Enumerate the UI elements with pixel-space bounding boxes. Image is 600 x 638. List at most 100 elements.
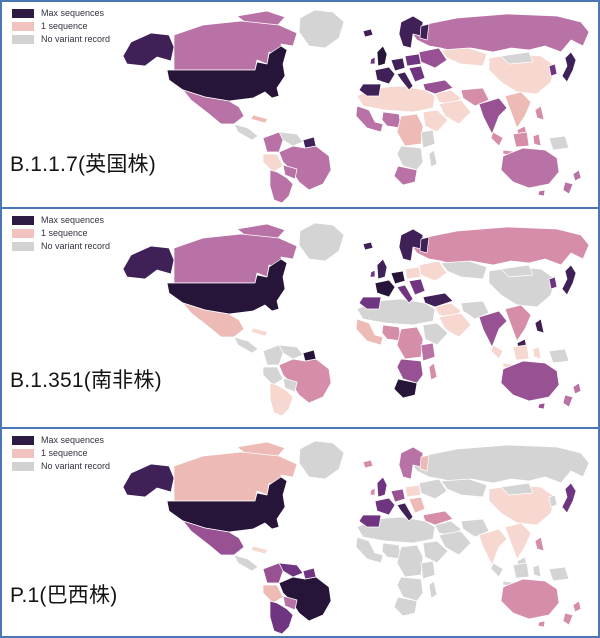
india-region bbox=[478, 310, 508, 348]
philippines-region bbox=[534, 318, 545, 334]
world-map-b1351 bbox=[122, 222, 590, 417]
east_africa-region bbox=[420, 342, 436, 362]
guianas-region bbox=[302, 567, 317, 580]
peru-region bbox=[262, 366, 284, 386]
legend-swatch-max bbox=[12, 215, 34, 225]
alaska-region bbox=[122, 32, 175, 67]
south_africa-region bbox=[393, 596, 418, 617]
iceland-region bbox=[362, 28, 374, 38]
uk-region bbox=[376, 258, 388, 280]
legend-item-one: 1 sequence bbox=[12, 448, 110, 458]
new_guinea-region bbox=[548, 566, 570, 582]
south_africa-region bbox=[393, 378, 418, 399]
tasmania-region bbox=[537, 402, 546, 410]
germany-region bbox=[390, 270, 406, 285]
iceland-region bbox=[362, 241, 374, 251]
france-region bbox=[374, 497, 396, 516]
japan-region bbox=[561, 482, 577, 514]
colombia-region bbox=[262, 131, 284, 153]
scandinavia-region bbox=[398, 228, 424, 262]
east_africa-region bbox=[420, 560, 436, 580]
mongolia-region bbox=[500, 51, 534, 65]
world-map-b117 bbox=[122, 9, 590, 204]
se_asia-region bbox=[504, 304, 532, 342]
russia-region bbox=[410, 13, 590, 53]
peru-region bbox=[262, 584, 284, 604]
korea-region bbox=[548, 63, 558, 77]
tasmania-region bbox=[537, 620, 546, 628]
france-region bbox=[374, 279, 396, 298]
nz-region bbox=[562, 382, 582, 408]
madagascar-region bbox=[428, 149, 438, 168]
panel-b117: Max sequences 1 sequence No variant reco… bbox=[2, 2, 598, 209]
central_africa-region bbox=[396, 113, 424, 147]
iberia-region bbox=[358, 83, 382, 97]
legend-item-one: 1 sequence bbox=[12, 228, 110, 238]
india-region bbox=[478, 528, 508, 566]
panel-label-b117: B.1.1.7(英国株) bbox=[10, 153, 156, 176]
legend-swatch-one bbox=[12, 448, 34, 458]
iberia-region bbox=[358, 296, 382, 310]
legend-label-max: Max sequences bbox=[41, 8, 105, 18]
legend-b1351: Max sequences 1 sequence No variant reco… bbox=[12, 215, 110, 254]
ireland-region bbox=[369, 487, 376, 496]
mongolia-region bbox=[500, 264, 534, 278]
australia-region bbox=[500, 147, 560, 189]
kazakh-region bbox=[440, 478, 488, 498]
west_africa-region bbox=[355, 105, 384, 133]
legend-label-one: 1 sequence bbox=[41, 21, 88, 31]
central_eu-region bbox=[404, 53, 422, 67]
nz-region bbox=[562, 600, 582, 626]
japan-region bbox=[561, 264, 577, 296]
panel-label-b1351: B.1.351(南非株) bbox=[10, 369, 162, 392]
iberia-region bbox=[358, 514, 382, 528]
philippines-region bbox=[534, 105, 545, 121]
guianas-region bbox=[302, 349, 317, 362]
nigeria-region bbox=[381, 324, 402, 342]
legend-swatch-max bbox=[12, 435, 34, 445]
panel-p1: Max sequences 1 sequence No variant reco… bbox=[2, 429, 598, 636]
legend-swatch-none bbox=[12, 461, 34, 471]
legend-label-none: No variant record bbox=[41, 241, 111, 251]
mexico-region bbox=[182, 302, 245, 338]
greenland-region bbox=[298, 222, 345, 262]
west_africa-region bbox=[355, 318, 384, 346]
ireland-region bbox=[369, 56, 376, 65]
balkans-region bbox=[408, 496, 426, 514]
legend-swatch-one bbox=[12, 21, 34, 31]
east_europe-region bbox=[418, 478, 448, 500]
mexico-region bbox=[182, 89, 245, 125]
uk-region bbox=[376, 45, 388, 67]
horn-region bbox=[422, 322, 449, 346]
cuba-region bbox=[250, 327, 269, 337]
guianas-region bbox=[302, 136, 317, 149]
world-map-p1 bbox=[122, 440, 590, 635]
legend-b117: Max sequences 1 sequence No variant reco… bbox=[12, 8, 110, 47]
turkey-region bbox=[422, 510, 454, 526]
germany-region bbox=[390, 57, 406, 72]
italy-region bbox=[396, 284, 414, 304]
central_eu-region bbox=[404, 266, 422, 280]
new_guinea-region bbox=[548, 135, 570, 151]
turkey-region bbox=[422, 79, 454, 95]
uk-region bbox=[376, 476, 388, 498]
se_asia-region bbox=[504, 91, 532, 129]
legend-item-none: No variant record bbox=[12, 241, 110, 251]
finland-region bbox=[419, 23, 430, 41]
legend-label-one: 1 sequence bbox=[41, 228, 88, 238]
east_europe-region bbox=[418, 47, 448, 69]
ireland-region bbox=[369, 269, 376, 278]
finland-region bbox=[419, 236, 430, 254]
russia-region bbox=[410, 226, 590, 266]
scandinavia-region bbox=[398, 15, 424, 49]
se_asia-region bbox=[504, 522, 532, 560]
greenland-region bbox=[298, 440, 345, 480]
nigeria-region bbox=[381, 111, 402, 129]
australia-region bbox=[500, 360, 560, 402]
mexico-region bbox=[182, 520, 245, 556]
horn-region bbox=[422, 109, 449, 133]
legend-label-max: Max sequences bbox=[41, 215, 105, 225]
russia-region bbox=[410, 444, 590, 484]
alaska-region bbox=[122, 463, 175, 498]
